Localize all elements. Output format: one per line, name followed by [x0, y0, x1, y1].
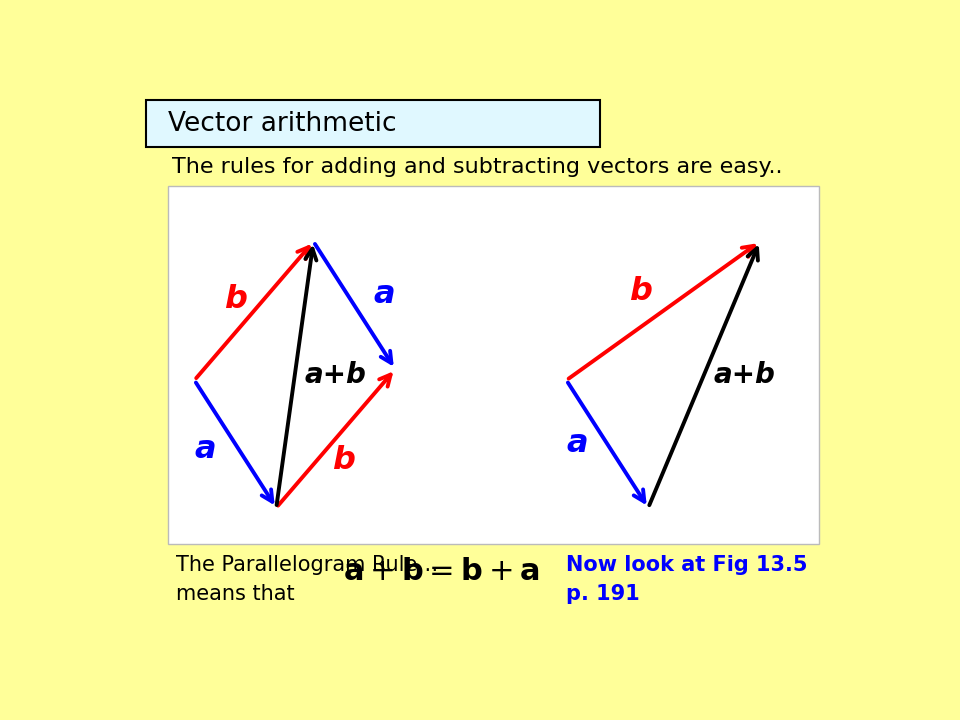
- Text: $\mathbf{a} + \mathbf{b} = \mathbf{b} + \mathbf{a}$: $\mathbf{a} + \mathbf{b} = \mathbf{b} + …: [344, 557, 540, 585]
- FancyBboxPatch shape: [168, 186, 820, 544]
- Text: a+b: a+b: [714, 361, 776, 389]
- Text: b: b: [630, 276, 652, 307]
- Text: a: a: [566, 428, 588, 459]
- Text: The rules for adding and subtracting vectors are easy..: The rules for adding and subtracting vec…: [172, 157, 782, 177]
- FancyBboxPatch shape: [146, 100, 600, 148]
- Text: Vector arithmetic: Vector arithmetic: [168, 111, 397, 137]
- Text: a: a: [195, 434, 216, 465]
- Text: a: a: [373, 279, 395, 310]
- Text: The Parallelogram Rule…
means that: The Parallelogram Rule… means that: [176, 555, 438, 605]
- Text: b: b: [224, 284, 247, 315]
- Text: Now look at Fig 13.5
p. 191: Now look at Fig 13.5 p. 191: [566, 555, 808, 605]
- Text: a+b: a+b: [305, 361, 367, 389]
- Text: b: b: [332, 445, 354, 476]
